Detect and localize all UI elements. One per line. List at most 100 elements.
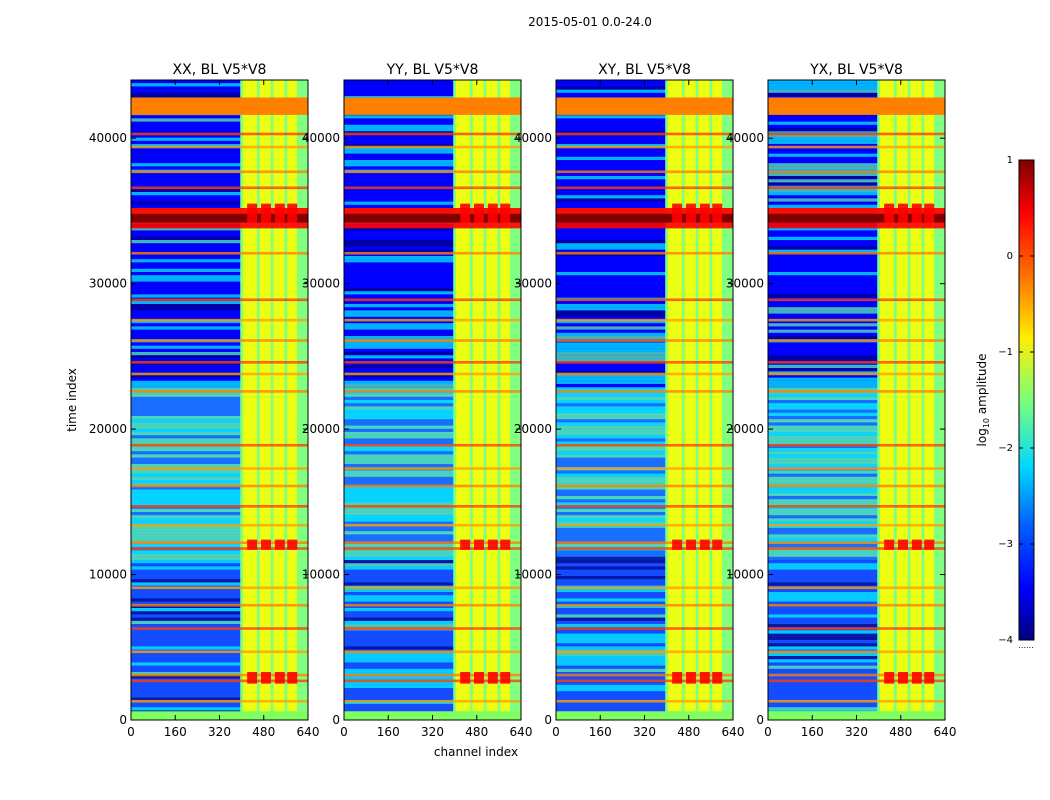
heatmap-row <box>344 499 521 503</box>
heatmap-band-stripe <box>910 80 922 720</box>
heatmap-rfi-line <box>131 132 308 136</box>
heatmap-panel: YY, BL V5*V8 0 160 320 480 640 0 10000 20000 3000… <box>302 62 533 739</box>
y-tick-label: 20000 <box>514 422 552 436</box>
heatmap-row <box>344 364 521 368</box>
x-tick-label: 0 <box>127 725 135 739</box>
heatmap-row <box>556 320 733 324</box>
heatmap-row <box>768 246 945 250</box>
heatmap-rfi-line <box>556 484 733 488</box>
heatmap-rfi-line <box>556 318 733 322</box>
heatmap-row <box>131 387 308 391</box>
heatmap-row <box>344 544 521 548</box>
heatmap-row <box>344 288 521 292</box>
heatmap-row <box>768 499 945 503</box>
heatmap-hot-block <box>247 203 258 223</box>
heatmap-row <box>556 332 733 336</box>
heatmap-hot-block <box>487 539 498 550</box>
panel-title: YX, BL V5*V8 <box>809 62 903 78</box>
y-tick-label: 20000 <box>89 422 127 436</box>
heatmap-row <box>556 617 733 621</box>
x-tick-label: 160 <box>801 725 824 739</box>
heatmap-rfi-line <box>768 523 945 527</box>
heatmap-rfi-line <box>768 361 945 364</box>
heatmap-row <box>768 508 945 512</box>
heatmap-rfi-line <box>768 484 945 488</box>
heatmap-row <box>131 550 308 554</box>
heatmap-row <box>556 198 733 202</box>
heatmap-row <box>556 377 733 381</box>
heatmap-band-stripe <box>880 80 894 720</box>
heatmap-rfi-line <box>131 523 308 527</box>
heatmap-row <box>344 240 521 244</box>
heatmap-rfi-line <box>556 361 733 364</box>
heatmap-hot-block <box>911 672 922 684</box>
heatmap-row <box>768 134 945 138</box>
heatmap-rfi-line <box>131 298 308 302</box>
heatmap-rfi-line <box>556 650 733 654</box>
x-tick-label: 160 <box>589 725 612 739</box>
heatmap-rfi-line <box>768 318 945 322</box>
heatmap-row <box>556 636 733 640</box>
heatmap-rfi-line <box>344 586 521 590</box>
heatmap-row <box>344 124 521 128</box>
heatmap-row <box>768 550 945 554</box>
heatmap-row <box>768 137 945 141</box>
heatmap-row <box>556 646 733 650</box>
heatmap-rfi-line <box>556 627 733 630</box>
heatmap-row <box>131 518 308 522</box>
heatmap-row <box>768 425 945 429</box>
y-tick-label: 0 <box>332 713 340 727</box>
heatmap-row <box>131 537 308 541</box>
heatmap-strong-band <box>131 213 308 223</box>
heatmap-band-stripe <box>456 80 470 720</box>
heatmap-row <box>768 518 945 522</box>
heatmap-row <box>556 652 733 656</box>
heatmap-row <box>131 672 308 676</box>
heatmap-rfi-line <box>768 586 945 590</box>
heatmap-row <box>768 272 945 276</box>
heatmap-row <box>131 617 308 621</box>
heatmap-rfi-line <box>768 547 945 550</box>
heatmap-hot-block <box>500 203 511 223</box>
x-tick-label: 0 <box>340 725 348 739</box>
heatmap-row <box>344 668 521 672</box>
y-tick-label: 0 <box>119 713 127 727</box>
heatmap-rfi-line <box>344 547 521 550</box>
heatmap-row <box>768 614 945 618</box>
heatmap-rfi-line <box>556 603 733 607</box>
heatmap-row <box>344 515 521 519</box>
heatmap-row <box>344 150 521 154</box>
heatmap-row <box>768 633 945 637</box>
heatmap-row <box>131 489 308 493</box>
heatmap-row <box>344 672 521 676</box>
heatmap-band-stripe <box>486 80 498 720</box>
heatmap-row <box>131 118 308 122</box>
heatmap-row <box>131 144 308 148</box>
heatmap-row <box>768 227 945 231</box>
y-tick-label: 10000 <box>89 568 127 582</box>
heatmap-rfi-line <box>556 339 733 342</box>
heatmap-row <box>768 163 945 167</box>
heatmap-rfi-line <box>768 505 945 508</box>
heatmap-rfi-line <box>768 372 945 376</box>
heatmap-rfi-line <box>556 145 733 149</box>
heatmap-row <box>131 304 308 308</box>
heatmap-rfi-line <box>344 673 521 677</box>
heatmap-rfi-line <box>556 505 733 508</box>
heatmap-row <box>344 384 521 388</box>
heatmap-row <box>344 550 521 554</box>
heatmap-rfi-line <box>344 505 521 508</box>
heatmap-hot-block <box>487 672 498 684</box>
heatmap-row <box>768 358 945 362</box>
heatmap-row <box>556 598 733 602</box>
colorbar-tick-label: −4 <box>998 635 1013 646</box>
heatmap-row <box>768 249 945 253</box>
heatmap-rfi-line <box>344 443 521 447</box>
heatmap-row <box>344 598 521 602</box>
x-tick-label: 640 <box>510 725 533 739</box>
heatmap-row <box>556 156 733 160</box>
heatmap-row <box>131 345 308 349</box>
heatmap-row <box>131 419 308 423</box>
x-tick-label: 480 <box>677 725 700 739</box>
heatmap-row <box>131 662 308 666</box>
